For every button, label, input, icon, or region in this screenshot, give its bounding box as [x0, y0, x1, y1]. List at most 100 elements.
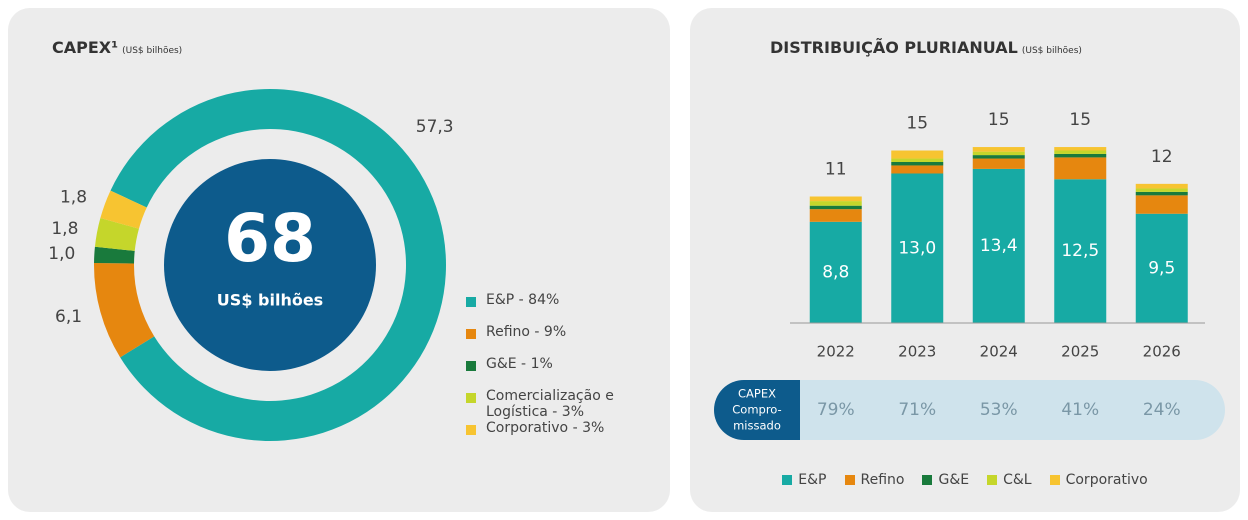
legend-swatch [922, 475, 933, 485]
donut-slice [94, 218, 139, 251]
committed-value: 24% [1143, 400, 1181, 420]
legend-item: C&L [987, 472, 1032, 488]
bar-segment [1054, 157, 1107, 180]
legend-swatch [466, 297, 476, 307]
legend-label: Refino [860, 472, 905, 488]
legend-swatch [466, 393, 476, 403]
committed-label: Compro- [732, 403, 781, 417]
value-label: 9,5 [1148, 258, 1175, 278]
bar-segment [1054, 150, 1107, 154]
bar-segment [809, 205, 862, 210]
legend-label: Refino - 9% [486, 324, 567, 340]
legend-label: Comercialização e Logística - 3% [486, 388, 614, 420]
bar-segment [1135, 188, 1188, 192]
value-label: 1,0 [48, 244, 75, 264]
committed-value: 53% [980, 400, 1018, 420]
x-tick-label: 2025 [1061, 343, 1099, 361]
bar-segment [891, 158, 944, 162]
title-text: DISTRIBUIÇÃO PLURIANUAL [770, 38, 1018, 57]
value-label: 1,8 [51, 219, 78, 239]
donut-slice [94, 263, 155, 358]
bar-segment [1135, 213, 1188, 323]
value-label: 13,0 [898, 238, 936, 258]
legend-label: C&L [1003, 472, 1032, 488]
value-label: 13,4 [980, 236, 1018, 256]
bar-segment [809, 196, 862, 202]
bar-segment [1135, 183, 1188, 189]
total-label: 15 [1069, 110, 1091, 130]
legend-item: Corporativo - 3% [466, 420, 636, 436]
bar-segment [1054, 153, 1107, 158]
donut-slice [94, 246, 135, 264]
title: DISTRIBUIÇÃO PLURIANUAL (US$ bilhões) [770, 38, 1082, 57]
total-label: 15 [906, 114, 928, 134]
bar-segment [891, 162, 944, 166]
bar-segment [972, 168, 1025, 323]
bar-segment [1135, 191, 1188, 196]
committed-value: 41% [1061, 400, 1099, 420]
x-tick-label: 2023 [898, 343, 936, 361]
committed-label: missado [733, 419, 781, 433]
subtitle: (US$ bilhões) [1021, 46, 1082, 56]
center-value: 68 [224, 200, 316, 277]
legend-label: E&P [798, 472, 827, 488]
donut-slice [100, 190, 147, 229]
legend-swatch [466, 425, 476, 435]
value-label: 8,8 [822, 262, 849, 282]
bar-segment [972, 147, 1025, 152]
bar-segment [1135, 195, 1188, 214]
legend-label: G&E - 1% [486, 356, 553, 372]
subtitle: (US$ bilhões) [122, 46, 183, 56]
committed-value: 79% [817, 400, 855, 420]
value-label: 12,5 [1061, 241, 1099, 261]
center-label: US$ bilhões [217, 291, 323, 310]
legend-swatch [466, 361, 476, 371]
legend-item: Comercialização e Logística - 3% [466, 388, 636, 420]
x-tick-label: 2022 [817, 343, 855, 361]
legend-swatch [782, 475, 793, 485]
center-disc [164, 159, 376, 371]
bar-segment [809, 221, 862, 323]
legend-swatch [987, 475, 998, 485]
committed-label: CAPEX [738, 387, 776, 401]
x-tick-label: 2024 [980, 343, 1018, 361]
legend: E&P Refino G&E C&L Corporativo [690, 472, 1240, 488]
value-label: 57,3 [416, 117, 454, 137]
bar-segment [891, 165, 944, 174]
legend-item: E&P [782, 472, 827, 488]
legend-item: E&P - 84% [466, 292, 636, 308]
total-label: 15 [988, 110, 1010, 130]
legend-swatch [844, 475, 855, 485]
bar-segment [1054, 147, 1107, 151]
legend-label: G&E [938, 472, 970, 488]
legend-item: Refino - 9% [466, 324, 636, 340]
bar-segment [809, 209, 862, 222]
title-text: CAPEX¹ [52, 38, 119, 57]
bar-segment [891, 150, 944, 159]
legend-label: Corporativo - 3% [486, 420, 605, 436]
legend-label: Corporativo [1065, 472, 1148, 488]
bar-segment [1054, 179, 1107, 323]
value-label: 6,1 [55, 307, 82, 327]
legend-item: Corporativo [1049, 472, 1148, 488]
total-label: 11 [825, 160, 847, 180]
legend-label: E&P - 84% [486, 292, 560, 308]
legend-item: G&E [922, 472, 969, 488]
legend-swatch [1049, 475, 1060, 485]
bar-segment [891, 173, 944, 323]
bar-segment [972, 158, 1025, 169]
committed-band [714, 380, 1225, 440]
legend-item: G&E - 1% [466, 356, 636, 372]
legend-swatch [466, 329, 476, 339]
value-label: 1,8 [60, 188, 87, 208]
total-label: 12 [1151, 147, 1173, 167]
bar-segment [972, 155, 1025, 159]
title: CAPEX¹ (US$ bilhões) [52, 38, 182, 57]
bar-segment [972, 151, 1025, 156]
x-tick-label: 2026 [1143, 343, 1181, 361]
committed-value: 71% [898, 400, 936, 420]
legend-item: Refino [844, 472, 905, 488]
committed-box [714, 380, 800, 440]
